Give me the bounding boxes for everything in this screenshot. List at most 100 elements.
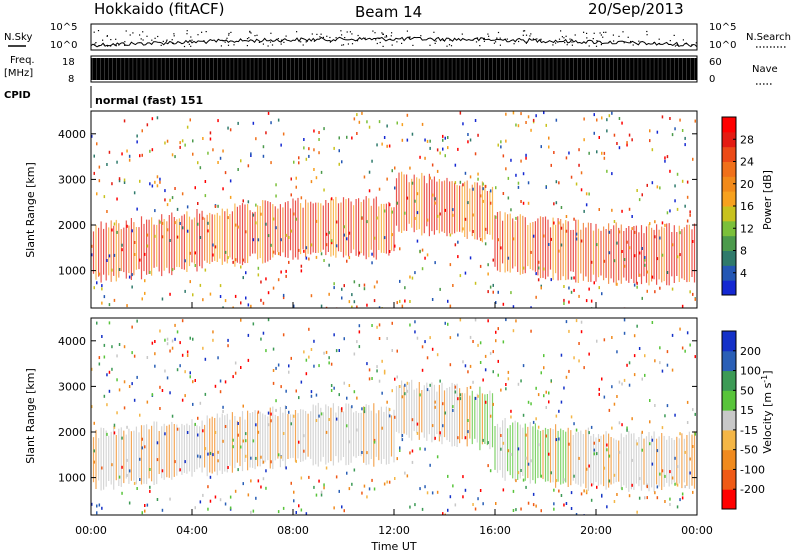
search-noise-point (140, 38, 142, 40)
echo-speckle (598, 286, 600, 290)
echo-speckle (267, 423, 270, 427)
search-noise-point (596, 40, 598, 42)
search-noise-point (226, 37, 228, 39)
echo-speckle (176, 427, 179, 431)
echo-speckle (194, 379, 196, 382)
search-noise-point (94, 43, 96, 45)
echo-speckle (217, 450, 219, 454)
echo-speckle (144, 445, 146, 449)
echo-speckle (204, 392, 207, 396)
echo-speckle (169, 292, 171, 296)
echo-speckle (601, 377, 603, 381)
echo-speckle (222, 187, 224, 191)
echo-speckle (280, 385, 282, 389)
echo-speckle (164, 369, 166, 373)
echo-speckle (232, 260, 234, 264)
search-noise-point (340, 30, 342, 32)
echo-speckle (563, 302, 565, 305)
echo-speckle (224, 380, 227, 384)
echo-speckle (510, 452, 512, 456)
echo-speckle (184, 259, 186, 263)
echo-speckle (282, 293, 285, 297)
echo-speckle (570, 491, 573, 495)
search-noise-point (389, 38, 392, 41)
echo-speckle (176, 207, 179, 211)
search-noise-point (605, 31, 607, 33)
echo-speckle (186, 354, 189, 357)
echo-speckle (285, 466, 287, 470)
echo-speckle (98, 272, 101, 276)
colorbar-tick-label: 100 (740, 365, 761, 378)
echo-speckle (240, 445, 242, 449)
echo-speckle (472, 187, 474, 191)
time-x-axis-label: Time UT (370, 540, 416, 553)
echo-speckle (520, 159, 522, 163)
echo-speckle (285, 233, 287, 237)
echo-speckle (255, 496, 257, 500)
echo-speckle (472, 503, 474, 506)
echo-speckle (429, 139, 431, 143)
echo-speckle (484, 400, 487, 404)
search-noise-point (313, 40, 315, 42)
echo-speckle (411, 418, 414, 422)
search-noise-point (391, 44, 393, 46)
echo-speckle (694, 297, 696, 301)
echo-speckle (404, 299, 406, 303)
echo-speckle (318, 151, 320, 155)
echo-speckle (684, 136, 686, 140)
echo-speckle (91, 502, 93, 506)
echo-speckle (644, 258, 646, 262)
search-noise-point (583, 31, 585, 33)
echo-speckle (156, 184, 159, 188)
echo-speckle (452, 284, 454, 287)
echo-speckle (606, 448, 608, 452)
echo-speckle (219, 284, 222, 288)
echo-speckle (222, 439, 224, 443)
x-tick-label: 08:00 (277, 524, 309, 537)
echo-speckle (171, 196, 174, 200)
echo-speckle (484, 242, 487, 246)
echo-speckle (535, 272, 537, 276)
echo-speckle (341, 287, 343, 291)
echo-speckle (553, 202, 555, 206)
freq-tick-top-left: 18 (62, 57, 75, 68)
colorbar-swatch (722, 331, 736, 352)
echo-speckle (222, 410, 224, 413)
echo-speckle (399, 446, 401, 450)
echo-speckle (229, 495, 232, 499)
search-noise-point (529, 35, 531, 37)
echo-speckle (189, 375, 191, 379)
search-noise-point (569, 38, 571, 40)
echo-speckle (133, 253, 136, 256)
echo-speckle (386, 400, 388, 404)
echo-speckle (93, 171, 95, 175)
echo-speckle (348, 440, 351, 444)
search-noise-point (311, 33, 313, 35)
echo-speckle (411, 181, 414, 185)
echo-speckle (416, 336, 419, 340)
echo-speckle (689, 290, 691, 294)
echo-speckle (156, 498, 159, 501)
echo-speckle (671, 476, 674, 480)
echo-speckle (111, 367, 113, 371)
echo-speckle (154, 234, 156, 238)
echo-speckle (255, 137, 257, 141)
echo-speckle (93, 421, 95, 425)
echo-speckle (505, 139, 507, 143)
echo-speckle (651, 321, 654, 324)
echo-speckle (558, 221, 560, 225)
echo-speckle (489, 285, 492, 289)
search-noise-point (190, 36, 192, 38)
echo-speckle (358, 345, 361, 349)
echo-speckle (467, 133, 469, 136)
echo-speckle (144, 291, 146, 295)
echo-speckle (252, 439, 255, 443)
search-noise-point (420, 35, 422, 37)
echo-speckle (272, 250, 275, 254)
echo-speckle (583, 117, 585, 121)
echo-speckle (590, 425, 593, 429)
echo-speckle (257, 479, 260, 483)
search-noise-point (329, 36, 331, 39)
echo-speckle (426, 356, 429, 360)
search-noise-point (476, 37, 479, 39)
